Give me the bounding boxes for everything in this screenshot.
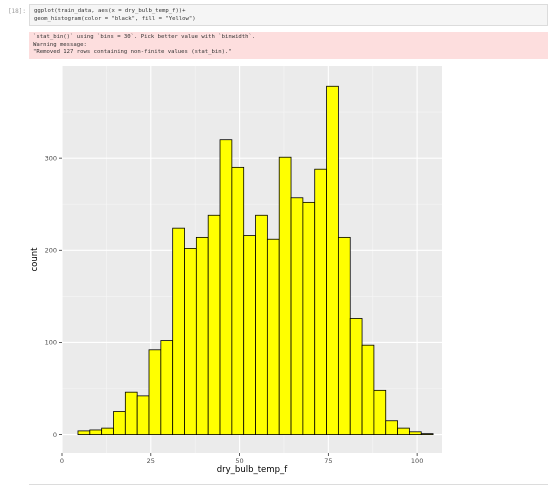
histogram-bar: [373, 389, 387, 435]
histogram-bar: [290, 197, 304, 435]
histogram-bar: [337, 236, 351, 435]
cell-divider: [29, 484, 548, 485]
y-tick-label: 200: [45, 246, 57, 254]
histogram-bar: [409, 431, 422, 435]
histogram-bar: [77, 430, 91, 435]
histogram-bar: [113, 411, 126, 435]
histogram-bar: [124, 391, 138, 435]
y-tick-label: 300: [45, 154, 57, 162]
histogram-bar: [302, 201, 316, 435]
stderr-output: `stat_bin()` using `bins = 30`. Pick bet…: [29, 32, 548, 59]
histogram-bar: [278, 156, 292, 435]
stderr-line: Warning message:: [33, 41, 87, 48]
histogram-bar: [349, 318, 363, 435]
histogram-bar: [385, 420, 398, 435]
x-tick-label: 100: [411, 457, 423, 465]
histogram-bar: [231, 166, 245, 435]
histogram-bar: [136, 395, 150, 435]
histogram-bar: [361, 344, 375, 435]
histogram-bar: [207, 214, 221, 435]
stderr-line: `stat_bin()` using `bins = 30`. Pick bet…: [33, 34, 256, 40]
histogram-bar: [397, 427, 410, 435]
histogram-bar: [148, 349, 162, 435]
x-tick-label: 25: [147, 457, 155, 465]
histogram-bar: [172, 227, 185, 435]
histogram-bar: [314, 168, 327, 435]
histogram-bar: [326, 85, 339, 435]
histogram-bar: [89, 429, 103, 435]
histogram-bar: [255, 214, 268, 435]
x-tick-label: 0: [60, 457, 64, 465]
x-tick-label: 50: [235, 457, 243, 465]
code-input[interactable]: ggplot(train_data, aes(x = dry_bulb_temp…: [29, 4, 548, 26]
histogram-bar: [184, 248, 197, 435]
y-tick-label: 100: [45, 339, 57, 347]
x-tick-label: 75: [324, 457, 332, 465]
cell-prompt: [18]:: [7, 8, 26, 15]
stderr-line: "Removed 127 rows containing non-finite …: [33, 49, 232, 56]
histogram-bar: [195, 236, 209, 435]
histogram-bar: [420, 433, 434, 435]
histogram-bar: [266, 238, 280, 435]
histogram-bar: [243, 235, 256, 435]
histogram-bar: [160, 340, 174, 435]
x-axis-title: dry_bulb_temp_f: [217, 465, 288, 475]
histogram-bar: [219, 139, 233, 435]
y-axis-title: count: [30, 247, 40, 272]
code-line: ggplot(train_data, aes(x = dry_bulb_temp…: [34, 8, 186, 14]
y-tick-label: 0: [53, 431, 57, 439]
histogram-bar: [101, 427, 114, 435]
code-line: geom_histogram(color = "black", fill = "…: [34, 15, 196, 22]
